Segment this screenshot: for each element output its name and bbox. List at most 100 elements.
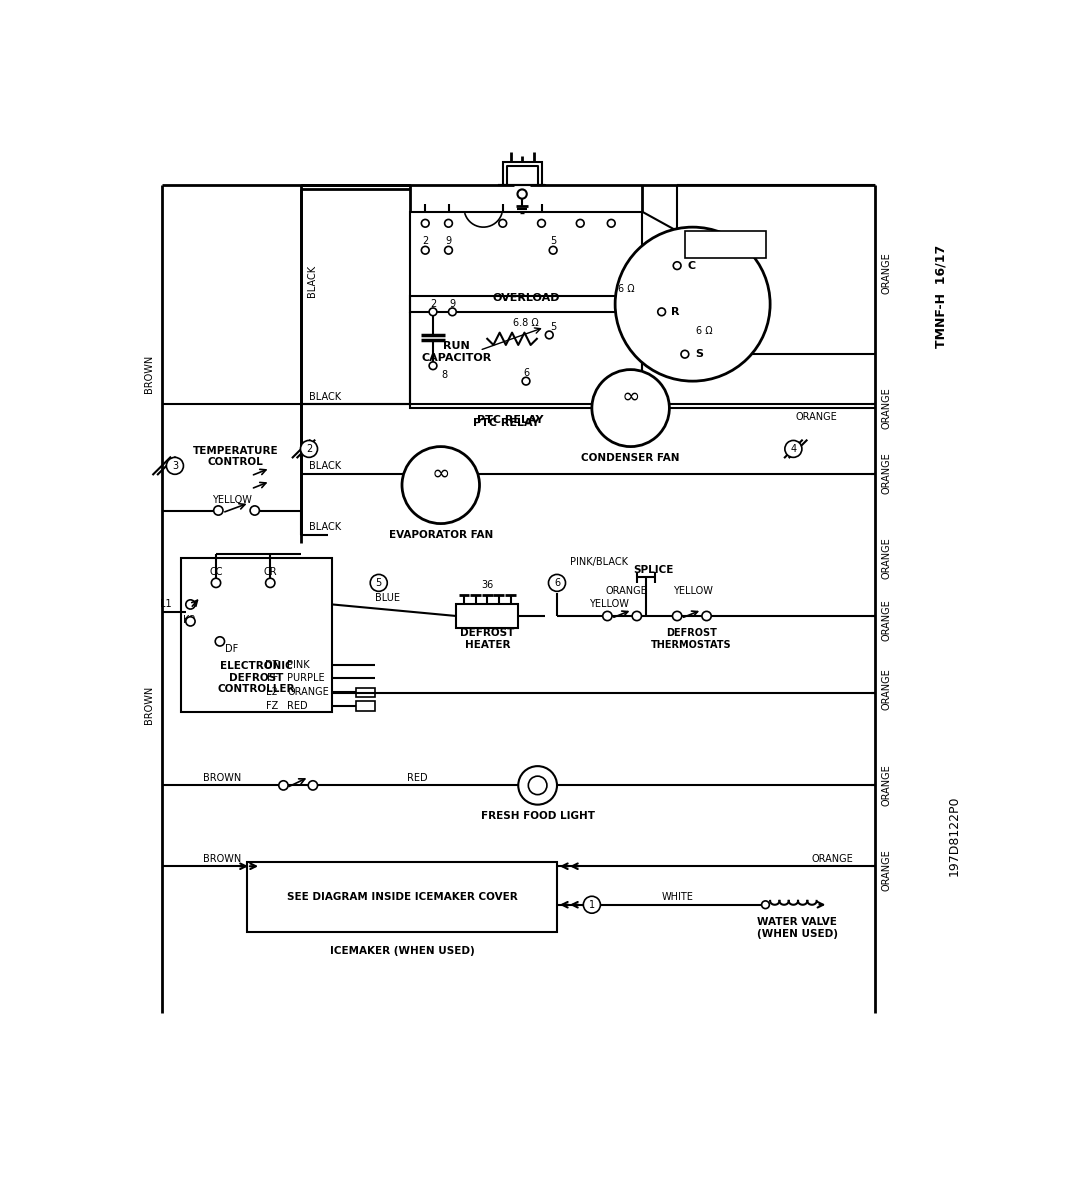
Text: ORANGE: ORANGE <box>881 452 892 495</box>
Circle shape <box>429 362 437 369</box>
Text: RUN
CAPACITOR: RUN CAPACITOR <box>421 342 491 363</box>
Text: BLACK: BLACK <box>309 522 341 533</box>
Circle shape <box>584 896 600 913</box>
Circle shape <box>445 220 452 227</box>
Text: EVAPORATOR FAN: EVAPORATOR FAN <box>389 531 493 540</box>
Text: RED: RED <box>288 702 308 711</box>
Circle shape <box>308 781 318 791</box>
Circle shape <box>681 350 689 358</box>
Text: CC: CC <box>209 567 223 577</box>
Text: 9: 9 <box>446 236 451 246</box>
Circle shape <box>167 457 183 475</box>
Text: DEFROST
THERMOSTATS: DEFROST THERMOSTATS <box>651 628 731 650</box>
Text: BROWN: BROWN <box>202 773 241 782</box>
Circle shape <box>702 611 711 621</box>
Circle shape <box>632 611 642 621</box>
Circle shape <box>421 220 429 227</box>
Text: BROWN: BROWN <box>143 354 154 393</box>
Text: ORANGE: ORANGE <box>881 668 892 710</box>
Text: 5: 5 <box>550 236 556 246</box>
Text: 8: 8 <box>442 370 448 380</box>
Circle shape <box>185 617 195 626</box>
Text: BROWN: BROWN <box>202 853 241 863</box>
Text: 6: 6 <box>554 578 560 588</box>
Text: 2: 2 <box>430 299 436 309</box>
Text: PINK/BLACK: PINK/BLACK <box>570 557 628 567</box>
Text: 3: 3 <box>172 461 178 471</box>
Text: BLACK: BLACK <box>309 392 341 401</box>
Bar <box>355 702 375 711</box>
Circle shape <box>537 220 545 227</box>
Circle shape <box>545 331 554 338</box>
Text: ORANGE: ORANGE <box>796 412 838 423</box>
Circle shape <box>529 776 547 794</box>
Text: DF: DF <box>225 645 238 654</box>
Circle shape <box>603 611 612 621</box>
Text: S: S <box>695 349 703 360</box>
Circle shape <box>402 446 479 523</box>
Text: ∞: ∞ <box>621 387 640 406</box>
Circle shape <box>548 575 565 591</box>
Circle shape <box>576 220 584 227</box>
Text: BLACK: BLACK <box>309 461 341 471</box>
Bar <box>457 604 518 628</box>
Circle shape <box>185 599 195 609</box>
Circle shape <box>673 262 681 269</box>
Text: 4: 4 <box>791 444 796 453</box>
Circle shape <box>522 377 530 385</box>
Circle shape <box>445 247 452 254</box>
Text: FZ: FZ <box>266 702 278 711</box>
Text: K2: K2 <box>183 615 195 624</box>
Text: COMPRESSOR
MOTOR: COMPRESSOR MOTOR <box>685 234 766 255</box>
Text: ORANGE: ORANGE <box>881 849 892 891</box>
Text: ELECTRONIC
DEFROST
CONTROLLER: ELECTRONIC DEFROST CONTROLLER <box>218 661 295 694</box>
Text: 6: 6 <box>523 368 529 379</box>
Text: WHITE: WHITE <box>661 893 694 902</box>
Text: 5: 5 <box>550 322 556 332</box>
Text: CONDENSER FAN: CONDENSER FAN <box>582 453 680 463</box>
Text: 6 Ω: 6 Ω <box>618 284 635 293</box>
Text: 6 Ω: 6 Ω <box>696 326 713 336</box>
Text: RED: RED <box>407 773 428 782</box>
Text: PINK: PINK <box>288 660 310 669</box>
Text: 1: 1 <box>589 900 595 909</box>
Text: 197D8122P0: 197D8122P0 <box>948 795 961 876</box>
Text: ORANGE: ORANGE <box>811 853 853 863</box>
Text: ICEMAKER (WHEN USED): ICEMAKER (WHEN USED) <box>330 946 474 956</box>
Text: C: C <box>687 261 695 271</box>
Text: 2: 2 <box>306 444 312 453</box>
Bar <box>503 161 542 185</box>
Text: ORANGE: ORANGE <box>881 599 892 641</box>
Text: L2: L2 <box>266 687 278 697</box>
Circle shape <box>518 766 557 805</box>
Circle shape <box>592 369 670 446</box>
Text: TEMPERATURE
CONTROL: TEMPERATURE CONTROL <box>193 446 278 468</box>
Circle shape <box>615 227 770 381</box>
Text: R: R <box>671 307 680 317</box>
Circle shape <box>672 611 682 621</box>
Text: WATER VALVE
(WHEN USED): WATER VALVE (WHEN USED) <box>757 918 838 939</box>
Text: ORANGE: ORANGE <box>606 585 647 596</box>
Text: 36: 36 <box>481 580 493 590</box>
Circle shape <box>607 220 615 227</box>
Text: FF: FF <box>267 673 278 684</box>
Bar <box>355 687 375 697</box>
Text: PURPLE: PURPLE <box>288 673 325 684</box>
Text: SEE DIAGRAM INSIDE ICEMAKER COVER: SEE DIAGRAM INSIDE ICEMAKER COVER <box>286 893 517 902</box>
Text: 6.8 Ω: 6.8 Ω <box>513 318 538 329</box>
Text: 9: 9 <box>449 299 456 309</box>
Text: 2: 2 <box>422 236 429 246</box>
Text: TMNF-H  16/17: TMNF-H 16/17 <box>934 245 947 348</box>
Text: BROWN: BROWN <box>143 685 154 724</box>
Circle shape <box>421 247 429 254</box>
Circle shape <box>300 440 318 457</box>
Text: SPLICE: SPLICE <box>633 565 674 575</box>
Circle shape <box>215 636 224 646</box>
Text: ORANGE: ORANGE <box>288 687 330 697</box>
Text: ORANGE: ORANGE <box>881 387 892 429</box>
Circle shape <box>370 575 388 591</box>
Text: CR: CR <box>264 567 277 577</box>
Circle shape <box>658 307 666 316</box>
Text: ORANGE: ORANGE <box>881 538 892 579</box>
Circle shape <box>517 190 527 198</box>
